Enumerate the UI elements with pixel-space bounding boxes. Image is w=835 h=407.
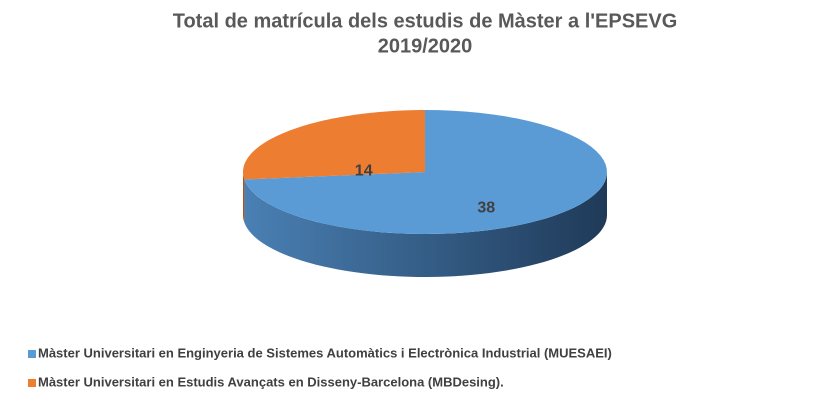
legend-label: Màster Universitari en Estudis Avançats … [38, 374, 504, 389]
chart-title: 2019/2020 [378, 35, 473, 57]
legend-label: Màster Universitari en Enginyeria de Sis… [38, 345, 612, 360]
pie-side [243, 172, 245, 223]
chart-title: Total de matrícula dels estudis de Màste… [173, 10, 678, 32]
legend-swatch [28, 379, 36, 387]
data-label: 14 [355, 163, 373, 180]
legend-swatch [28, 350, 36, 358]
pie-slice [244, 110, 607, 234]
pie-slice [243, 110, 425, 180]
pie-side [244, 172, 608, 277]
data-label: 38 [477, 200, 495, 217]
